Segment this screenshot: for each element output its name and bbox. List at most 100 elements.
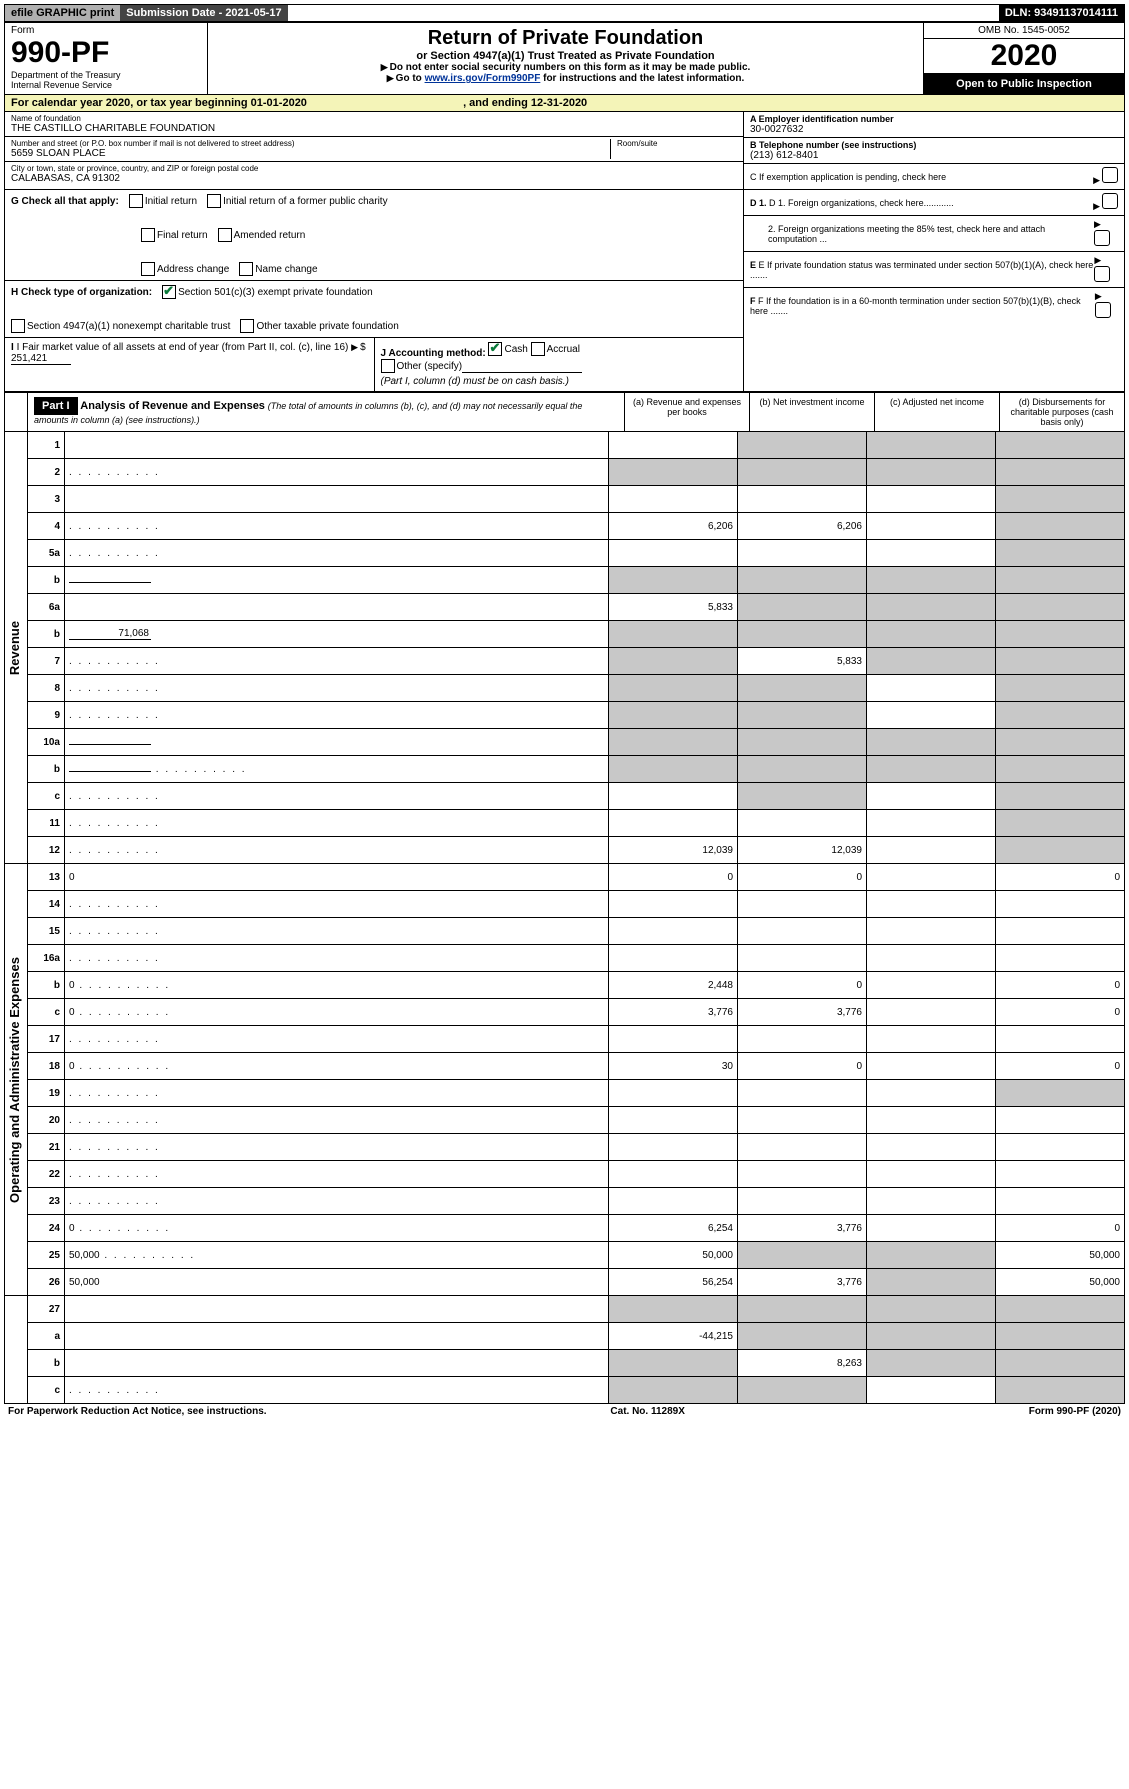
value-col-b xyxy=(738,1107,867,1134)
chk-name-change[interactable] xyxy=(239,262,253,276)
arrow-icon xyxy=(351,342,360,353)
table-row: 17 xyxy=(5,1026,1124,1053)
telephone: (213) 612-8401 xyxy=(750,150,1118,161)
value-col-d xyxy=(996,567,1125,594)
checkbox-c[interactable] xyxy=(1102,167,1118,183)
chk-accrual-label: Accrual xyxy=(547,344,580,355)
value-col-d xyxy=(996,1350,1125,1377)
value-col-b: 0 xyxy=(738,972,867,999)
form-title-block: Return of Private Foundation or Section … xyxy=(208,23,923,94)
chk-address-change[interactable] xyxy=(141,262,155,276)
line-description xyxy=(65,486,609,513)
arrow-icon xyxy=(381,62,390,73)
line-number: a xyxy=(28,1323,65,1350)
table-row: b xyxy=(5,567,1124,594)
expense-table: Operating and Administrative Expenses130… xyxy=(5,863,1124,1295)
chk-cash[interactable] xyxy=(488,342,502,356)
value-col-a: 12,039 xyxy=(609,837,738,864)
line-number: 26 xyxy=(28,1269,65,1296)
chk-d2[interactable] xyxy=(1094,230,1110,246)
chk-other-method[interactable] xyxy=(381,359,395,373)
form-frame: Form 990-PF Department of the Treasury I… xyxy=(4,22,1125,1404)
value-col-b: 0 xyxy=(738,1053,867,1080)
value-col-a xyxy=(609,540,738,567)
value-col-b: 12,039 xyxy=(738,837,867,864)
value-col-d xyxy=(996,1296,1125,1323)
line-number: c xyxy=(28,1377,65,1404)
value-col-b xyxy=(738,459,867,486)
irs-link[interactable]: www.irs.gov/Form990PF xyxy=(425,73,541,84)
table-row: 2406,2543,7760 xyxy=(5,1215,1124,1242)
table-row: 9 xyxy=(5,702,1124,729)
value-col-d xyxy=(996,1080,1125,1107)
section-label: Revenue xyxy=(5,432,28,864)
value-col-d xyxy=(996,540,1125,567)
efile-header: efile GRAPHIC print Submission Date - 20… xyxy=(4,4,1125,22)
value-col-d xyxy=(996,918,1125,945)
value-col-b xyxy=(738,675,867,702)
value-col-b xyxy=(738,1377,867,1404)
value-col-b xyxy=(738,1188,867,1215)
line-number: 9 xyxy=(28,702,65,729)
line-number: 14 xyxy=(28,891,65,918)
telephone-cell: B Telephone number (see instructions) (2… xyxy=(744,138,1124,164)
value-col-c xyxy=(867,1269,996,1296)
chk-4947[interactable] xyxy=(11,319,25,333)
value-col-b xyxy=(738,594,867,621)
value-col-b xyxy=(738,432,867,459)
table-row: 27 xyxy=(5,1296,1124,1323)
line-description xyxy=(65,1188,609,1215)
line-number: 18 xyxy=(28,1053,65,1080)
chk-other-taxable[interactable] xyxy=(240,319,254,333)
value-col-a xyxy=(609,810,738,837)
value-col-b: 3,776 xyxy=(738,999,867,1026)
chk-accrual[interactable] xyxy=(531,342,545,356)
line-number: 6a xyxy=(28,594,65,621)
value-col-c xyxy=(867,702,996,729)
value-col-b: 3,776 xyxy=(738,1215,867,1242)
line-description xyxy=(65,810,609,837)
table-row: a-44,215 xyxy=(5,1323,1124,1350)
line-number: 5a xyxy=(28,540,65,567)
value-col-a: 56,254 xyxy=(609,1269,738,1296)
value-col-d xyxy=(996,486,1125,513)
line-description xyxy=(65,1026,609,1053)
chk-initial-former[interactable] xyxy=(207,194,221,208)
value-col-c xyxy=(867,810,996,837)
table-row: 2650,00056,2543,77650,000 xyxy=(5,1269,1124,1296)
value-col-b xyxy=(738,567,867,594)
value-col-c xyxy=(867,459,996,486)
chk-final-return[interactable] xyxy=(141,228,155,242)
value-col-c xyxy=(867,1107,996,1134)
arrow-icon xyxy=(387,73,396,84)
line-description xyxy=(65,1134,609,1161)
foundation-name-cell: Name of foundation THE CASTILLO CHARITAB… xyxy=(5,112,743,137)
chk-501c3[interactable] xyxy=(162,285,176,299)
chk-amended-label: Amended return xyxy=(234,230,306,241)
chk-e[interactable] xyxy=(1094,266,1110,282)
table-row: b02,44800 xyxy=(5,972,1124,999)
chk-amended[interactable] xyxy=(218,228,232,242)
value-col-b xyxy=(738,621,867,648)
chk-d1[interactable] xyxy=(1102,193,1118,209)
line-description: 0 xyxy=(65,864,609,891)
form-year-block: OMB No. 1545-0052 2020 Open to Public In… xyxy=(923,23,1124,94)
value-col-d: 0 xyxy=(996,999,1125,1026)
city-cell: City or town, state or province, country… xyxy=(5,162,743,186)
line-description xyxy=(65,432,609,459)
line-description xyxy=(65,756,609,783)
line-description xyxy=(65,945,609,972)
value-col-c xyxy=(867,540,996,567)
chk-initial-return[interactable] xyxy=(129,194,143,208)
value-col-d xyxy=(996,432,1125,459)
value-col-a xyxy=(609,1134,738,1161)
footer-mid: Cat. No. 11289X xyxy=(610,1406,684,1417)
value-col-c xyxy=(867,729,996,756)
chk-f[interactable] xyxy=(1095,302,1111,318)
table-row: 2 xyxy=(5,459,1124,486)
value-col-c xyxy=(867,1161,996,1188)
col-c-header: (c) Adjusted net income xyxy=(874,393,999,431)
chk-4947-label: Section 4947(a)(1) nonexempt charitable … xyxy=(27,321,230,332)
city-state-zip: CALABASAS, CA 91302 xyxy=(11,173,737,184)
form-label: Form xyxy=(11,25,201,36)
